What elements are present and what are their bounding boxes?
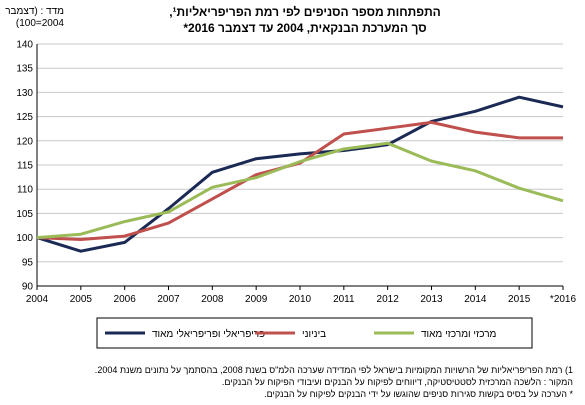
x-tick-label: 2009 xyxy=(245,294,268,305)
series-line-2 xyxy=(36,141,564,240)
y-axis-label: מדד : (דצמבר 2004=100) xyxy=(5,6,64,29)
chart-title: התפתחות מספר הסניפים לפי רמת הפריפריאליו… xyxy=(169,5,441,19)
footnote-source: המקור : הלשכה המרכזית לסטטיסטיקה, דיווחי… xyxy=(221,377,573,387)
y-tick-label: 100 xyxy=(16,233,33,244)
y-tick-label: 95 xyxy=(22,257,34,268)
y-tick-label: 115 xyxy=(17,161,33,172)
x-tick-label: 2012 xyxy=(377,294,400,305)
y-tick-label: 90 xyxy=(22,282,34,293)
x-tick-label: 2008 xyxy=(201,294,224,305)
y-tick-label: 140 xyxy=(16,40,33,51)
legend-box xyxy=(96,317,533,349)
series-line-1 xyxy=(36,120,563,241)
legend-label-1: ביניוני xyxy=(302,329,326,340)
x-tick-label: 2011 xyxy=(333,294,355,305)
y-tick-label: 130 xyxy=(16,88,33,99)
x-tick-label: 2010 xyxy=(289,294,312,305)
chart-subtitle: סך המערכת הבנקאית, 2004 עד דצמבר 2016* xyxy=(183,21,427,35)
x-tick-label: *2016 xyxy=(550,294,577,305)
footnote-periphery: 1) רמת הפריפריאליות של הרשויות המקומיות … xyxy=(94,365,573,375)
y-tick-label: 120 xyxy=(16,136,33,147)
y-tick-label: 105 xyxy=(16,209,33,220)
legend-label-2: מרכזי ומרכזי מאוד xyxy=(421,329,497,340)
y-tick-label: 125 xyxy=(16,112,33,123)
y-tick-label: 135 xyxy=(16,64,33,75)
series-line-0 xyxy=(36,95,564,253)
x-tick-label: 2014 xyxy=(464,294,487,305)
x-tick-label: 2004 xyxy=(26,294,49,305)
footnote-estimate: * הערכה על בסיס בקשות סגירות סניפים שהוג… xyxy=(264,389,573,399)
y-tick-label: 110 xyxy=(17,185,33,196)
x-tick-label: 2015 xyxy=(508,294,531,305)
x-tick-label: 2006 xyxy=(114,294,137,305)
legend-label-0: פריפריאלי ופריפריאלי מאוד xyxy=(152,328,265,340)
x-tick-label: 2007 xyxy=(157,294,180,305)
x-tick-label: 2013 xyxy=(420,294,443,305)
x-tick-label: 2005 xyxy=(70,294,93,305)
